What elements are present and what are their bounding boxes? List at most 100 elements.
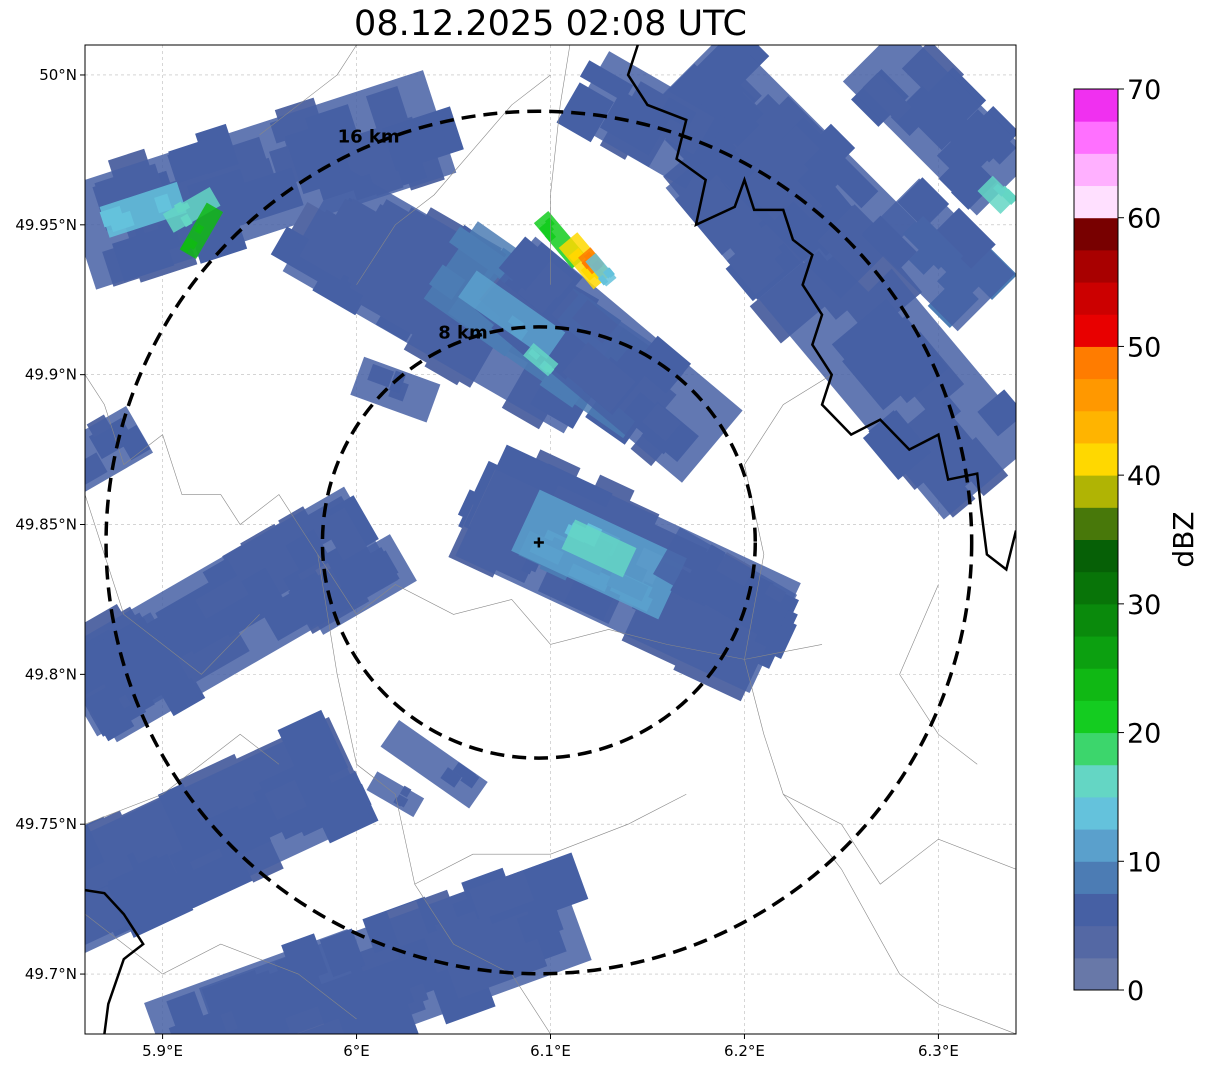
colorbar-segment [1074, 829, 1118, 862]
echo-region [380, 719, 488, 809]
colorbar-tick-label: 70 [1127, 75, 1161, 106]
echo-core [561, 519, 637, 578]
echo-region [977, 175, 1016, 214]
lon-tick-label: 6.1°E [530, 1042, 571, 1060]
colorbar-segment [1074, 346, 1118, 380]
boundary-line [744, 659, 1016, 885]
echo-region [85, 612, 191, 742]
colorbar-segment [1074, 217, 1118, 251]
colorbar-segment [1074, 764, 1118, 798]
echo-core [842, 45, 1016, 216]
echo-core [85, 405, 154, 494]
echo-core [85, 612, 191, 737]
echo-region [85, 405, 154, 494]
colorbar-segment [1074, 475, 1118, 508]
map-title: 08.12.2025 02:08 UTC [354, 4, 747, 44]
colorbar-segment [1074, 153, 1118, 187]
country-borders [85, 45, 1016, 1034]
boundary-line [85, 494, 260, 675]
municipal-boundaries [85, 45, 1016, 1034]
echo-core [862, 178, 1015, 332]
echo-region [99, 181, 187, 238]
echo-core [649, 45, 918, 299]
echo-core [380, 719, 488, 809]
colorbar-label: dBZ [1167, 511, 1200, 567]
colorbar-segment [1074, 121, 1118, 154]
colorbar-segment [1074, 410, 1118, 444]
echo-core [585, 253, 617, 287]
colorbar-ticks: 0 10 20 30 40 50 60 70 [1118, 75, 1161, 1007]
lat-tick-label: 49.8°N [25, 665, 77, 683]
colorbar-tick-label: 50 [1127, 332, 1161, 363]
boundary-line [85, 913, 357, 1020]
echo-core [162, 186, 221, 233]
longitude-ticks: 5.9°E 6°E 6.1°E 6.2°E 6.3°E [142, 1034, 959, 1060]
echo-region [366, 771, 425, 818]
colorbar-tick-label: 10 [1127, 847, 1161, 878]
lat-tick-label: 50°N [39, 66, 77, 84]
echo-region [653, 527, 798, 642]
lon-tick-label: 5.9°E [142, 1042, 183, 1060]
echo-core [977, 175, 1016, 214]
lat-tick-label: 49.85°N [15, 516, 77, 534]
colorbar-segment [1074, 378, 1118, 412]
echo-core [458, 270, 566, 360]
border-line-east [626, 45, 1016, 572]
colorbar-segment [1074, 861, 1118, 894]
boundary-line [783, 794, 1016, 1034]
echo-core [99, 181, 187, 238]
colorbar-segment [1074, 796, 1118, 830]
echo-region [179, 202, 224, 259]
boundary-line [356, 74, 551, 285]
echo-region [648, 45, 918, 299]
echo-region [556, 51, 727, 189]
boundary-line [550, 45, 571, 285]
lat-tick-label: 49.9°N [25, 366, 77, 384]
radar-site-marker [533, 537, 544, 548]
colorbar-tick-label: 0 [1127, 976, 1144, 1007]
colorbar-segment [1074, 314, 1118, 347]
colorbar-segment [1074, 571, 1118, 605]
lat-tick-label: 49.75°N [15, 815, 77, 833]
colorbar-segment [1074, 603, 1118, 637]
echo-region [561, 519, 637, 578]
echo-core [523, 343, 559, 377]
colorbar-segment [1074, 732, 1118, 766]
boundary-line [356, 584, 823, 660]
latitude-ticks: 50°N 49.95°N 49.9°N 49.85°N 49.8°N 49.75°N 49.… [15, 66, 85, 983]
range-rings [104, 109, 974, 976]
colorbar-segment [1074, 636, 1118, 669]
colorbar-tick-label: 30 [1127, 590, 1161, 621]
echo-region [862, 177, 1016, 332]
lon-tick-label: 6°E [343, 1042, 370, 1060]
colorbar [1073, 88, 1119, 991]
echo-core [179, 202, 224, 259]
lon-tick-label: 6.3°E [918, 1042, 959, 1060]
range-ring-label: 16 km [338, 126, 400, 147]
lon-tick-label: 6.2°E [724, 1042, 765, 1060]
boundary-line [85, 374, 357, 615]
colorbar-segment [1074, 89, 1118, 122]
lat-tick-label: 49.95°N [15, 216, 77, 234]
colorbar-segment [1074, 442, 1118, 476]
echo-core [474, 236, 743, 483]
lat-tick-label: 49.7°N [25, 965, 77, 983]
echo-core [350, 356, 441, 423]
colorbar-segment [1074, 507, 1118, 540]
colorbar-segment [1074, 282, 1118, 315]
boundary-line [317, 554, 551, 1034]
echo-core [653, 527, 798, 642]
boundary-line [414, 793, 687, 885]
boundary-line [259, 45, 357, 136]
echo-core [85, 721, 372, 957]
range-ring-label: 8 km [438, 322, 488, 343]
echo-region [842, 45, 1016, 216]
echo-region [523, 343, 559, 377]
colorbar-segment [1074, 957, 1118, 991]
echo-region [585, 253, 617, 287]
boundary-line [85, 733, 280, 825]
range-ring [320, 325, 758, 760]
echo-region [162, 186, 221, 233]
colorbar-frame [1073, 88, 1119, 991]
